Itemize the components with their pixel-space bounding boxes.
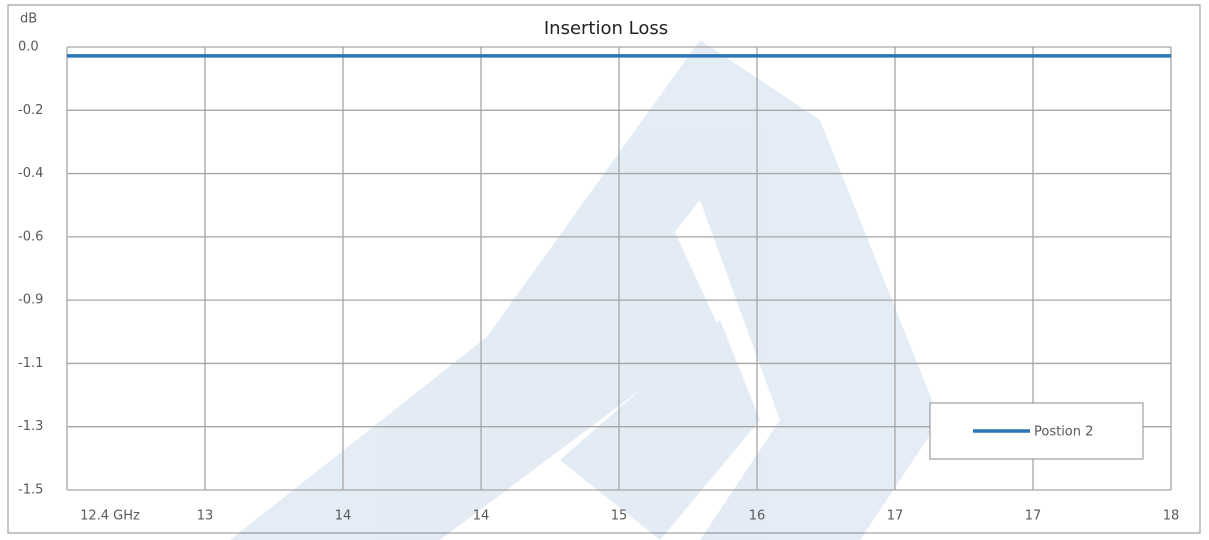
y-tick-label: -0.4 (18, 166, 43, 181)
x-tick-label: 13 (197, 509, 214, 524)
x-tick-label: 15 (611, 509, 628, 524)
x-tick-label: 18 (1163, 509, 1180, 524)
x-tick-label: 17 (887, 509, 904, 524)
legend-box (929, 402, 1144, 460)
y-tick-label: -1.1 (18, 356, 43, 371)
x-tick-label: 12.4 GHz (80, 509, 140, 524)
x-tick-label: 14 (335, 509, 352, 524)
watermark (230, 40, 940, 540)
x-tick-label: 17 (1025, 509, 1042, 524)
y-tick-label: 0.0 (18, 40, 39, 55)
x-tick-label: 14 (473, 509, 490, 524)
legend-label: Postion 2 (1034, 425, 1093, 440)
chart-title: Insertion Loss (544, 18, 668, 39)
y-tick-label: -0.9 (18, 293, 43, 308)
y-tick-label: -1.3 (18, 419, 43, 434)
x-tick-label: 16 (749, 509, 766, 524)
y-tick-label: -0.6 (18, 229, 43, 244)
y-axis-label: dB (20, 12, 37, 27)
y-tick-label: -0.2 (18, 103, 43, 118)
y-tick-label: -1.5 (18, 483, 43, 498)
